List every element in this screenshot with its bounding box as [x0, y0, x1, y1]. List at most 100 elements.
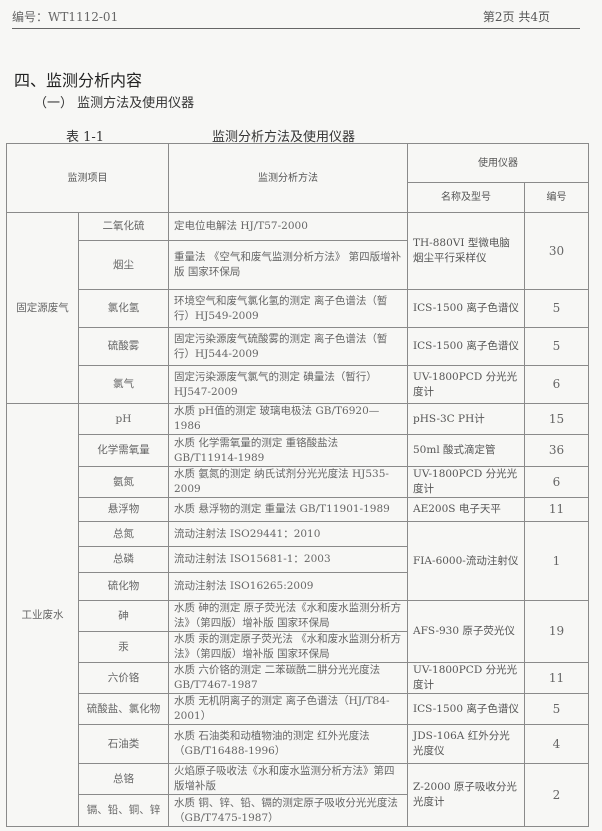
item-cell: 氯气: [78, 365, 169, 404]
table-row: 固定源废气 二氧化硫 定电位电解法 HJ/T57-2000 TH-880VI 型微电脑…: [6, 212, 589, 404]
instrument-number-cell: 5: [524, 693, 589, 725]
group-label: 工业废水: [6, 403, 79, 827]
item-cell: 氯化氢: [78, 289, 169, 328]
instrument-cell: FIA-6000-流动注射仪: [407, 521, 525, 601]
table-row: 汞水质 汞的测定原子荧光法 《水和废水监测分析方法》（第四版）增补版 国家环保局: [7, 631, 589, 663]
item-cell: 石油类: [78, 724, 169, 764]
table-body: 固定源废气 二氧化硫 定电位电解法 HJ/T57-2000 TH-880VI 型微电脑…: [6, 212, 589, 827]
table-title: 监测分析方法及使用仪器: [212, 130, 356, 145]
item-cell: 硫化物: [78, 572, 169, 601]
item-cell: 硫酸雾: [78, 327, 169, 366]
table-number: 表 1-1: [66, 130, 105, 145]
table-row: 六价铬 水质 六价铬的测定 二苯碳酰二肼分光光度法 GB/T7467-1987 UV…: [7, 662, 589, 694]
table-row: 石油类 水质 石油类和动植物油的测定 红外光度法（GB/T16488-1996） J…: [7, 724, 589, 764]
method-cell: 流动注射法 ISO16265:2009: [168, 572, 408, 601]
document-number: 编号：WT1112-01: [12, 10, 119, 24]
instrument-number-cell: 15: [524, 403, 589, 435]
header-instrument: 使用仪器: [407, 143, 589, 183]
instrument-cell: JDS-106A 红外分光光度仪: [407, 724, 525, 764]
method-cell: 水质 六价铬的测定 二苯碳酰二肼分光光度法 GB/T7467-1987: [168, 662, 408, 694]
instrument-number-cell: 1: [524, 521, 589, 601]
header-item: 监测项目: [6, 143, 169, 213]
instrument-cell: 50ml 酸式滴定管: [407, 434, 525, 467]
instrument-number-cell: 4: [524, 724, 589, 764]
item-cell: 二氧化硫: [78, 212, 169, 241]
item-cell: 六价铬: [78, 662, 169, 694]
method-cell: 水质 悬浮物的测定 重量法 GB/T11901-1989: [168, 497, 408, 522]
table-row: 总磷 流动注射法 ISO15681-1：2003: [7, 546, 589, 573]
instrument-number-cell: 11: [524, 497, 589, 522]
group-label: 固定源废气: [6, 212, 79, 404]
item-cell: 化学需氧量: [78, 434, 169, 467]
instrument-cell: UV-1800PCD 分光光度计: [407, 466, 525, 498]
method-cell: 水质 砷的测定 原子荧光法《水和废水监测分析方法》（第四版）增补版 国家环保局: [168, 600, 408, 632]
instrument-cell: UV-1800PCD 分光光度计: [407, 365, 525, 404]
header-divider: [12, 28, 580, 29]
table-row: 化学需氧量 水质 化学需氧量的测定 重铬酸盐法 GB/T11914-1989 50m…: [7, 434, 589, 467]
table-row: 氯气 固定污染源废气氯气的测定 碘量法（暂行）HJ547-2009 UV-1800P…: [7, 365, 589, 404]
method-cell: 固定污染源废气氯气的测定 碘量法（暂行）HJ547-2009: [168, 365, 408, 404]
item-cell: 氨氮: [78, 466, 169, 498]
table-row: 总铬 火焰原子吸收法《水和废水监测分析方法》第四版增补版 Z-2000 原子吸收分光…: [7, 763, 589, 827]
method-cell: 水质 化学需氧量的测定 重铬酸盐法 GB/T11914-1989: [168, 434, 408, 467]
header-instrument-name: 名称及型号: [407, 182, 525, 213]
table-row: 氯化氢 环境空气和废气氯化氢的测定 离子色谱法（暂行）HJ549-2009 ICS-…: [7, 289, 589, 328]
method-cell: 火焰原子吸收法《水和废水监测分析方法》第四版增补版: [168, 763, 408, 795]
table-row: 氨氮 水质 氨氮的测定 纳氏试剂分光光度法 HJ535-2009 UV-1800PC…: [7, 466, 589, 498]
item-cell: 悬浮物: [78, 497, 169, 522]
instrument-cell: AE200S 电子天平: [407, 497, 525, 522]
item-cell: 总铬: [78, 763, 169, 795]
instrument-cell: AFS-930 原子荧光仪: [407, 600, 525, 663]
table-row: 镉、铅、铜、锌 水质 铜、锌、铅、镉的测定原子吸收分光光度法（GB/T7475-1…: [7, 794, 589, 827]
instrument-number-cell: 6: [524, 466, 589, 498]
method-cell: 流动注射法 ISO15681-1：2003: [168, 546, 408, 573]
table-row: 硫化物 流动注射法 ISO16265:2009: [7, 572, 589, 601]
method-cell: 水质 汞的测定原子荧光法 《水和废水监测分析方法》（第四版）增补版 国家环保局: [168, 631, 408, 663]
item-cell: 汞: [78, 631, 169, 663]
table-row: 硫酸盐、氯化物 水质 无机阴离子的测定 离子色谱法（HJ/T84-2001） ICS…: [7, 693, 589, 725]
section-title: 四、监测分析内容: [14, 71, 143, 90]
method-cell: 固定污染源废气硫酸雾的测定 离子色谱法（暂行）HJ544-2009: [168, 327, 408, 366]
subsection-title: （一） 监测方法及使用仪器: [34, 96, 195, 111]
instrument-cell: pHS-3C PH计: [407, 403, 525, 435]
instrument-number-cell: 30: [524, 212, 589, 290]
table-row: 砷水质 砷的测定 原子荧光法《水和废水监测分析方法》（第四版）增补版 国家环保局…: [7, 600, 589, 663]
instrument-cell: TH-880VI 型微电脑烟尘平行采样仪: [407, 212, 525, 290]
method-cell: 重量法 《空气和废气监测分析方法》 第四版增补版 国家环保局: [168, 240, 408, 290]
instrument-cell: ICS-1500 离子色谱仪: [407, 693, 525, 725]
instrument-number-cell: 5: [524, 289, 589, 328]
method-cell: 定电位电解法 HJ/T57-2000: [168, 212, 408, 241]
instrument-number-cell: 5: [524, 327, 589, 366]
item-cell: 砷: [78, 600, 169, 632]
instrument-number-cell: 19: [524, 600, 589, 663]
item-cell: 总磷: [78, 546, 169, 573]
method-cell: 流动注射法 ISO29441：2010: [168, 521, 408, 547]
table-row: 工业废水 pH 水质 pH值的测定 玻璃电极法 GB/T6920—1986 pHS-3…: [6, 403, 589, 827]
instrument-cell: ICS-1500 离子色谱仪: [407, 289, 525, 328]
method-cell: 水质 铜、锌、铅、镉的测定原子吸收分光光度法（GB/T7475-1987）: [168, 794, 408, 827]
instrument-number-cell: 36: [524, 434, 589, 467]
instrument-cell: UV-1800PCD 分光光度计: [407, 662, 525, 694]
instrument-cell: ICS-1500 离子色谱仪: [407, 327, 525, 366]
table-row: 总氮 流动注射法 ISO29441：2010 FIA-6000-流动注射仪 1: [7, 521, 589, 601]
instrument-number-cell: 6: [524, 365, 589, 404]
method-cell: 水质 pH值的测定 玻璃电极法 GB/T6920—1986: [168, 403, 408, 435]
item-cell: 总氮: [78, 521, 169, 547]
instrument-cell: Z-2000 原子吸收分光光度计: [407, 763, 525, 827]
method-cell: 水质 无机阴离子的测定 离子色谱法（HJ/T84-2001）: [168, 693, 408, 725]
table-row: 硫酸雾 固定污染源废气硫酸雾的测定 离子色谱法（暂行）HJ544-2009 ICS-…: [7, 327, 589, 366]
item-cell: 镉、铅、铜、锌: [78, 794, 169, 827]
instrument-number-cell: 11: [524, 662, 589, 694]
method-cell: 水质 氨氮的测定 纳氏试剂分光光度法 HJ535-2009: [168, 466, 408, 498]
page-info: 第2页 共4页: [482, 10, 550, 24]
method-cell: 环境空气和废气氯化氢的测定 离子色谱法（暂行）HJ549-2009: [168, 289, 408, 328]
methods-table: 监测项目 监测分析方法 使用仪器 名称及型号 编号 固定源废气 二氧化硫 定电位电解…: [6, 143, 589, 827]
item-cell: 硫酸盐、氯化物: [78, 693, 169, 725]
item-cell: 烟尘: [78, 240, 169, 290]
header-instrument-number: 编号: [524, 182, 589, 213]
method-cell: 水质 石油类和动植物油的测定 红外光度法（GB/T16488-1996）: [168, 724, 408, 764]
instrument-number-cell: 2: [524, 763, 589, 827]
header-method: 监测分析方法: [168, 143, 408, 213]
table-row: 悬浮物 水质 悬浮物的测定 重量法 GB/T11901-1989 AE200S 电子…: [7, 497, 589, 522]
item-cell: pH: [78, 403, 169, 435]
